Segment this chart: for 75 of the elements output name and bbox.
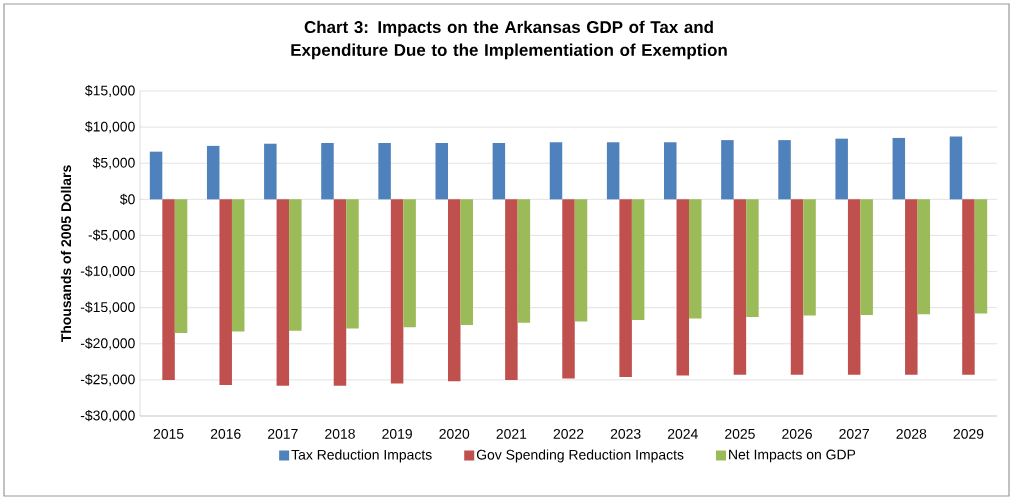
bar [492,143,506,200]
bar [892,137,906,200]
bar [962,199,975,375]
bar [378,143,391,200]
bar [390,199,404,384]
bar [847,199,861,375]
bar [517,199,531,323]
bar [549,142,563,200]
bar [231,199,245,332]
y-tick-label: $0 [119,193,135,205]
x-tick-label: 2024 [667,428,698,439]
bar [321,143,334,200]
bar [447,199,461,382]
y-tick-label: -$15,000 [80,301,135,314]
bar [149,151,163,200]
bar [606,142,620,200]
y-tick-label: $5,000 [92,157,135,170]
bar [174,199,188,333]
bar [676,199,690,376]
x-tick-label: 2023 [610,428,641,439]
bar [803,199,816,316]
bar [974,199,988,314]
bar [631,199,645,320]
y-tick-label: $10,000 [85,121,135,134]
x-tick-label: 2017 [268,428,298,439]
y-tick-label: -$30,000 [80,409,135,423]
x-tick-label: 2025 [725,428,755,439]
bar [460,199,473,325]
bar [778,140,791,200]
legend-label: Net Impacts on GDP [729,449,856,463]
bar [562,199,575,379]
x-tick-label: 2019 [382,428,412,439]
bar [289,199,302,331]
y-tick-label: -$10,000 [80,265,135,278]
bar [917,199,931,315]
bar [664,142,677,200]
bar [574,199,588,322]
x-tick-label: 2022 [553,428,584,439]
bar [162,199,175,380]
bar [403,199,416,328]
chart-title: Chart 3: Impacts on the Arkansas GDP of Tax and Expenditure Due to the Implementiation of Exemption [291,20,727,60]
bar [721,140,734,200]
x-tick-label: 2028 [896,428,927,439]
bar [264,143,277,200]
y-tick-label: -$20,000 [80,337,135,350]
x-tick-label: 2029 [953,428,984,439]
bar [276,199,290,386]
bar [689,199,702,319]
x-tick-label: 2020 [439,428,470,439]
bar [905,199,918,375]
y-tick-label: $15,000 [85,84,135,98]
bar [219,199,232,385]
legend-label: Gov Spending Reduction Impacts [476,449,684,463]
x-tick-label: 2016 [210,428,241,439]
x-tick-label: 2018 [325,428,355,439]
x-tick-label: 2015 [153,428,184,439]
bar [333,199,347,386]
bar [790,199,804,375]
bar [206,145,220,200]
bar [619,199,632,377]
y-tick-label: -$5,000 [88,229,135,242]
y-axis-title: Thousands of 2005 Dollars [60,165,72,343]
x-tick-label: 2026 [782,428,812,439]
bar [346,199,359,329]
y-tick-label: -$25,000 [80,373,135,386]
bar [949,136,963,200]
bar [435,143,448,200]
bar [505,199,518,380]
bar [746,199,759,318]
x-tick-label: 2027 [839,428,869,439]
bar [733,199,747,375]
x-tick-label: 2021 [496,428,527,439]
bar [835,138,848,200]
bar [860,199,873,315]
legend-label: Tax Reduction Impacts [291,449,432,463]
